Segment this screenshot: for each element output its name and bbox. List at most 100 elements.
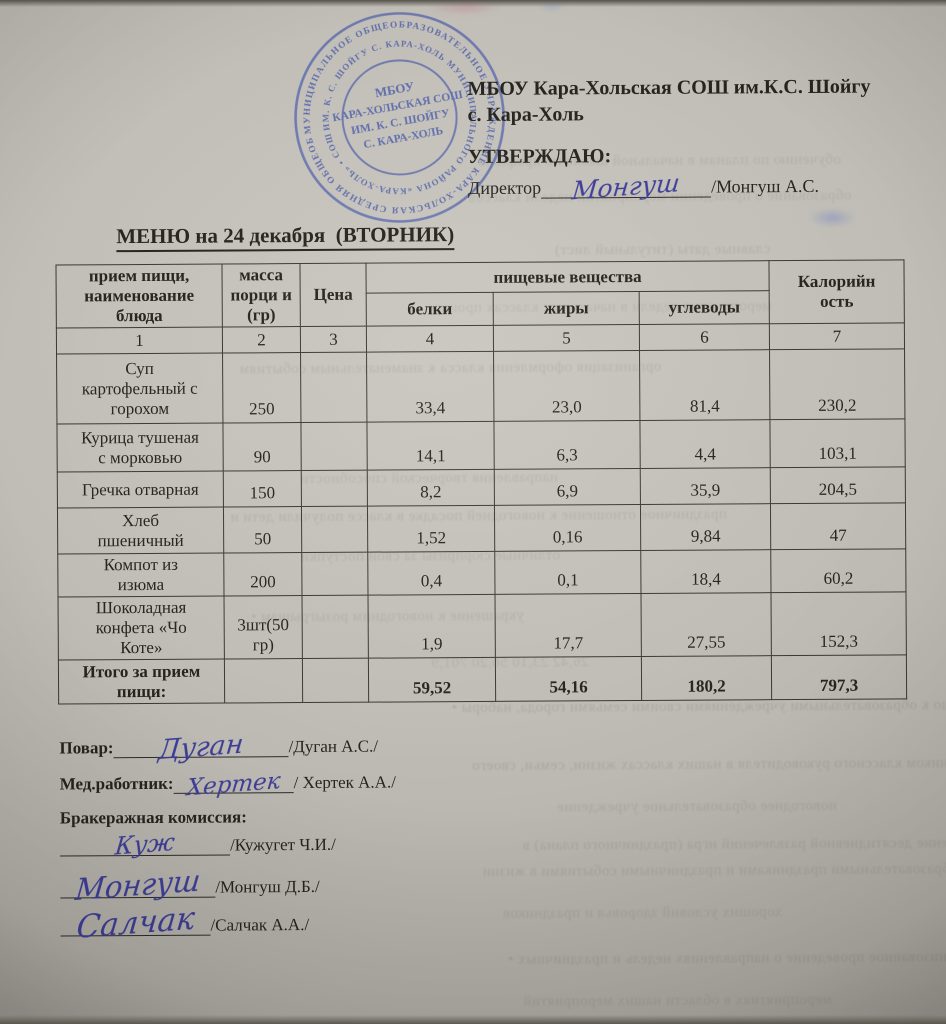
column-number: 4	[366, 325, 494, 353]
dish-carbs: 35,9	[640, 467, 771, 505]
column-number: 1	[56, 327, 223, 355]
dish-carbs: 4,4	[639, 419, 771, 469]
total-fat: 54,16	[495, 656, 642, 702]
table-row-buckwheat: Гречка отварная 150 8,2 6,9 35,9 204,5	[57, 466, 906, 509]
bleedthrough-text: хороших условий здоровья и праздников	[502, 904, 783, 922]
commission-signature-line: Куж	[59, 828, 231, 860]
header-meal: прием пищи, наименование блюда	[55, 264, 223, 329]
school-name: МБОУ Кара-Хольская СОШ им.К.С. Шойгу с. …	[467, 73, 937, 128]
header-nutrients: пищевые вещества	[365, 260, 770, 294]
dish-protein: 8,2	[367, 469, 495, 507]
dish-mass: 200	[223, 552, 303, 597]
dish-price	[301, 506, 368, 553]
cook-sign-line: Повар: Дуган/Дуган А.С./	[59, 728, 378, 766]
director-label: Директор	[467, 177, 542, 199]
commission-signature-line: Монгуш	[60, 863, 216, 907]
cook-label: Повар:	[59, 738, 114, 758]
commission-member-line: Куж/Кужугет Ч.И./	[59, 828, 336, 860]
dish-mass: 50	[223, 506, 302, 554]
dish-price	[301, 470, 368, 507]
header-fat: жиры	[493, 291, 640, 326]
table-row-chicken: Курица тушеная с морковью 90 14,1 6,3 4,…	[56, 419, 906, 473]
bleedthrough-text: новогоднее образовательное учреждение	[556, 797, 837, 816]
approve-label: УТВЕРЖДАЮ:	[467, 145, 612, 169]
commission-member-name: /Монгуш Д.Б./	[215, 876, 320, 897]
dish-fat: 0,16	[494, 504, 641, 552]
dish-name: Хлеб пшеничный	[57, 507, 224, 555]
bleedthrough-text: проведение десятидневной развлечений игр…	[521, 834, 946, 854]
dish-price	[300, 422, 368, 471]
dish-protein: 14,1	[366, 421, 495, 471]
med-signature-line: Хертек	[173, 768, 294, 801]
dish-carbs: 18,4	[640, 549, 772, 594]
table-row-soup: Суп картофельный с горохом 250 33,4 23,0…	[56, 349, 905, 425]
dish-fat: 0,1	[494, 550, 642, 595]
dish-mass: 90	[222, 422, 302, 472]
dish-name: Компот из изюма	[57, 553, 225, 598]
column-number: 7	[769, 323, 905, 350]
school-name-line2: с. Кара-Холь	[467, 103, 584, 127]
commission-signature: Салчак	[74, 900, 197, 946]
dish-price	[300, 352, 367, 423]
header-price: Цена	[299, 263, 367, 327]
school-stamp: МУНИЦИПАЛЬНОЕ ОБЩЕОБРАЗОВАТЕЛЬНОЕ УЧРЕЖД…	[266, 0, 534, 251]
dish-protein: 33,4	[366, 351, 494, 423]
dish-protein: 0,4	[367, 551, 496, 596]
bleedthrough-text: мероприятиях в области наших мероприятий	[522, 991, 832, 1010]
header-mass: масса порци и (гр)	[221, 263, 301, 328]
dish-protein: 1,52	[367, 505, 495, 553]
dish-calories: 152,3	[771, 592, 907, 657]
dish-name: Курица тушеная с морковью	[56, 423, 224, 473]
dish-mass: 3шт(50 гр)	[224, 595, 303, 660]
med-sign-line: Мед.работник: Хертек / Хертек А.А./	[60, 768, 396, 801]
menu-table: прием пищи, наименование блюда масса пор…	[55, 259, 907, 705]
dish-name-text: Компот из изюма	[103, 554, 179, 595]
commission-member-name: /Салчак А.А./	[210, 915, 310, 935]
menu-title: МЕНЮ на 24 декабря (ВТОРНИК)	[116, 222, 455, 253]
table-row-candy: Шоколадная конфета «Чо Коте» 3шт(50 гр) …	[58, 592, 907, 661]
table-row-compote: Компот из изюма 200 0,4 0,1 18,4 60,2	[57, 548, 907, 598]
column-number: 2	[222, 326, 301, 354]
header-protein: белки	[366, 292, 494, 327]
total-carbs: 180,2	[641, 656, 772, 701]
director-signature-line: Монгуш	[540, 168, 712, 205]
dish-name-text: Курица тушеная с морковью	[81, 427, 200, 467]
dish-calories: 103,1	[769, 419, 906, 468]
cook-signature: Дуган	[157, 728, 246, 767]
dish-calories: 204,5	[770, 466, 906, 504]
dish-fat: 6,3	[493, 420, 641, 470]
school-name-line1: МБОУ Кара-Хольская СОШ им.К.С. Шойгу	[467, 75, 871, 101]
dish-carbs: 27,55	[641, 592, 772, 657]
column-number: 5	[493, 324, 640, 352]
dish-name-text: Хлеб пшеничный	[97, 510, 184, 550]
dish-calories: 47	[770, 502, 906, 550]
director-name: /Монгуш А.С.	[711, 175, 820, 197]
dish-name: Гречка отварная	[57, 471, 224, 509]
total-price	[302, 658, 369, 703]
dish-name-text: Шоколадная конфета «Чо Коте»	[95, 597, 187, 658]
column-number: 6	[639, 323, 770, 351]
commission-member-name: /Кужугет Ч.И./	[229, 834, 336, 855]
pen-mark	[808, 207, 857, 228]
bleedthrough-text: славные даты (титульный лист)	[554, 241, 771, 259]
header-calories-text: Калорийн ость	[797, 271, 876, 311]
commission-member-line: Салчак/Салчак А.А./	[60, 900, 310, 946]
dish-carbs: 9,84	[640, 503, 771, 551]
dish-name-text: Суп картофельный с горохом	[81, 358, 198, 418]
header-calories: Калорийн ость	[769, 259, 905, 324]
commission-signature-line: Салчак	[60, 900, 211, 946]
dish-mass: 250	[222, 352, 301, 424]
total-mass	[224, 658, 303, 704]
dish-calories: 60,2	[770, 548, 907, 593]
director-approval-line: Директор Монгуш/Монгуш А.С.	[467, 168, 820, 205]
column-number: 3	[300, 326, 367, 353]
commission-label: Бракеражная комиссия:	[59, 807, 247, 828]
med-name: / Хертек А.А./	[293, 772, 396, 793]
commission-signature: Монгуш	[73, 863, 202, 907]
pen-mark	[536, 1, 567, 12]
dish-fat: 17,7	[495, 593, 642, 658]
dish-fat: 6,9	[494, 468, 641, 506]
dish-carbs: 81,4	[639, 349, 770, 421]
